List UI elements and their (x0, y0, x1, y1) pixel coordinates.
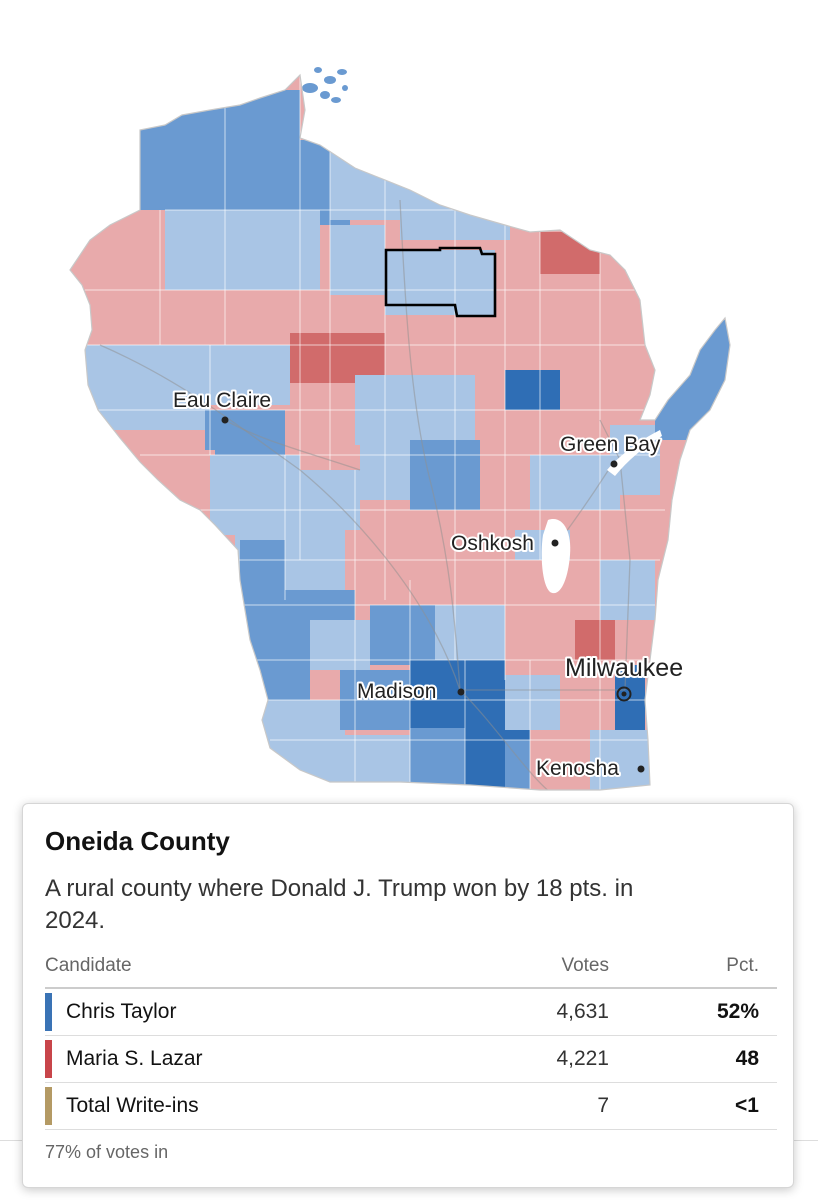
party-color-swatch (45, 1087, 52, 1125)
county-chippewa (210, 345, 290, 405)
milwaukee-marker-dot (621, 691, 627, 697)
county-waupaca (410, 440, 480, 510)
eau-claire-marker (221, 416, 229, 424)
county-menominee (505, 370, 560, 410)
oshkosh-marker (551, 539, 559, 547)
county-sawyer (225, 210, 320, 290)
county-bayfield (130, 90, 225, 210)
results-table: Candidate Votes Pct. Chris Taylor 4,631 52… (45, 955, 777, 1130)
county-jefferson (505, 675, 560, 730)
header-votes: Votes (467, 955, 609, 989)
green-bay-water (607, 430, 662, 476)
city-label-milwaukee: Milwaukee (565, 654, 683, 682)
county-florence (540, 232, 600, 274)
candidate-name: Maria S. Lazar (66, 1047, 203, 1070)
oneida-county-outline[interactable] (384, 246, 497, 318)
county-columbia (435, 605, 505, 660)
candidate-name: Total Write-ins (66, 1094, 199, 1117)
city-label-madison: Madison (357, 680, 436, 703)
county-taylor (290, 333, 385, 383)
wisconsin-county-map: Eau Claire Green Bay Oshkosh Milwaukee M… (69, 67, 731, 791)
county-tooltip: Oneida County A rural county where Donal… (22, 803, 794, 1188)
county-ashland (225, 90, 300, 210)
green-bay-marker (610, 460, 618, 468)
kenosha-marker (637, 765, 645, 773)
county-door (655, 320, 730, 440)
tooltip-description: A rural county where Donald J. Trump won… (45, 875, 634, 934)
city-label-eau-claire: Eau Claire (173, 389, 271, 412)
county-price (330, 225, 385, 295)
city-label-green-bay: Green Bay (560, 433, 661, 456)
candidate-row: Maria S. Lazar 4,221 48 (45, 1035, 777, 1083)
candidate-row: Chris Taylor 4,631 52% (45, 988, 777, 1036)
county-brown (530, 455, 620, 510)
county-dunn (85, 345, 210, 430)
candidate-votes: 4,631 (467, 988, 609, 1036)
party-color-swatch (45, 993, 52, 1031)
city-markers (221, 416, 645, 773)
results-header-row: Candidate Votes Pct. (45, 955, 777, 989)
milwaukee-marker (616, 686, 632, 702)
county-walworth (530, 735, 590, 790)
madison-marker (457, 688, 465, 696)
roads (99, 199, 631, 790)
county-washington (575, 620, 615, 660)
county-borders (85, 75, 665, 790)
candidate-pct: 48 (609, 1035, 777, 1083)
apostle-islands (302, 67, 348, 103)
county-green (410, 728, 465, 790)
candidate-pct: 52% (609, 988, 777, 1036)
county-rock-east (505, 740, 530, 790)
candidate-cell: Maria S. Lazar (45, 1035, 468, 1083)
header-candidate: Candidate (45, 955, 468, 989)
party-color-swatch (45, 1040, 52, 1078)
tooltip-title: Oneida County (45, 826, 230, 856)
candidate-name: Chris Taylor (66, 1000, 177, 1023)
county-richland (310, 620, 370, 670)
county-lafayette (345, 735, 410, 790)
candidate-pct: <1 (609, 1082, 777, 1130)
candidate-cell: Chris Taylor (45, 988, 468, 1036)
lake-winnebago (541, 519, 571, 594)
county-washburn (165, 210, 225, 290)
candidate-votes: 4,221 (467, 1035, 609, 1083)
county-jackson (210, 455, 300, 535)
candidate-votes: 7 (467, 1082, 609, 1130)
county-buffalo (155, 450, 215, 515)
county-wood (300, 470, 360, 530)
header-pct: Pct. (609, 955, 777, 989)
city-label-kenosha: Kenosha (536, 757, 619, 780)
county-shawano-east (560, 395, 600, 415)
county-dane (410, 660, 505, 730)
county-eau-claire (205, 410, 285, 455)
candidate-row: Total Write-ins 7 <1 (45, 1082, 777, 1130)
votes-reported-note: 77% of votes in (45, 1142, 169, 1162)
county-grant (250, 700, 345, 790)
city-label-oshkosh: Oshkosh (451, 532, 534, 555)
county-sauk (370, 605, 435, 665)
candidate-cell: Total Write-ins (45, 1082, 468, 1130)
